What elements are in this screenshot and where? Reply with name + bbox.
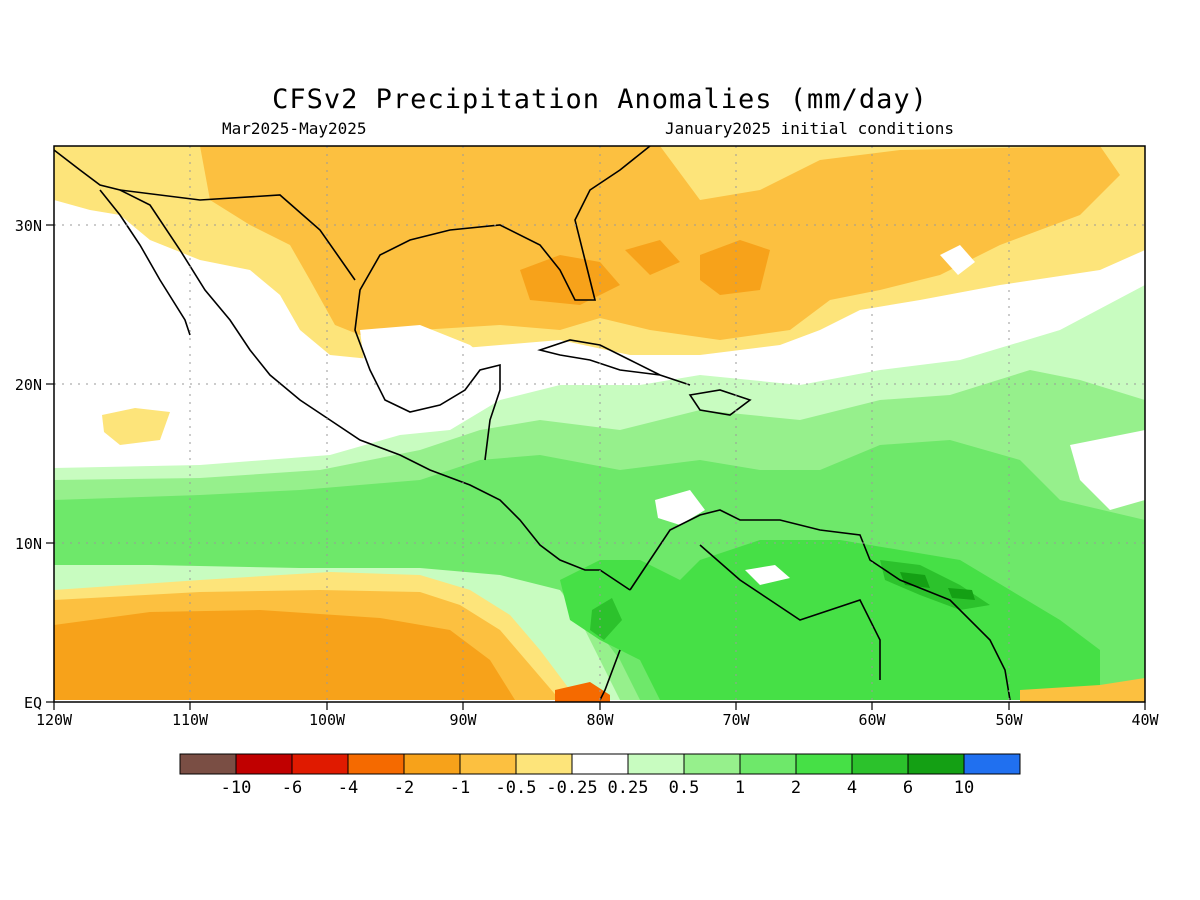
colorbar [179,753,1021,775]
colorbar-label: 0.25 [608,778,649,798]
graticule [54,146,1145,702]
lon-label: 90W [449,711,477,729]
wet-region-core [560,540,1100,700]
colorbar-label: 2 [791,778,801,798]
coastline-pacific-sa [599,649,621,701]
longitude-labels: 120W 110W 100W 90W 80W 70W 60W 50W 40W [36,711,1160,729]
colorbar-swatch [851,753,909,775]
latitude-labels: EQ 10N 20N 30N [15,217,42,712]
colorbar-swatch [907,753,965,775]
coastlines [54,146,1011,701]
venezuela-white-patch [745,565,790,585]
colorbar-swatch [235,753,293,775]
lon-label: 120W [36,711,73,729]
border-venezuela [699,544,881,680]
colorbar-swatch [347,753,405,775]
caribbean-white-patch [655,490,705,525]
map-title: CFSv2 Precipitation Anomalies (mm/day) [272,84,928,115]
colorbar-label: 1 [735,778,745,798]
colorbar-swatch [571,753,629,775]
border-us-mexico [119,189,356,281]
anomaly-field [54,146,1145,702]
colorbar-swatch [403,753,461,775]
lon-label: 40W [1131,711,1159,729]
lon-label: 110W [172,711,209,729]
colorbar-swatch [291,753,349,775]
colorbar-label: -1 [450,778,470,798]
colorbar-labels: -10 -6 -4 -2 -1 -0.5 -0.25 0.25 0.5 1 2 … [221,778,975,798]
lon-label: 70W [722,711,750,729]
wet-max-colombia [590,598,622,640]
colorbar-swatch [795,753,853,775]
atlantic-white-patch [940,245,975,275]
colorbar-label: 0.5 [669,778,700,798]
lat-label: EQ [24,694,42,712]
lon-label: 100W [309,711,346,729]
coastline-cuba [537,339,691,386]
colorbar-swatch [179,753,237,775]
dry-max-bahamas [625,240,680,275]
coastline-hispaniola [688,389,752,416]
dry-max-gulf [520,255,620,305]
coastline-gulf [354,146,651,461]
coastline-baja [99,189,191,336]
coastline-south-america [629,509,1011,701]
colorbar-swatch [739,753,797,775]
colorbar-swatch [627,753,685,775]
lon-label: 80W [586,711,614,729]
colorbar-swatch [683,753,741,775]
colorbar-label: -4 [338,778,358,798]
lat-label: 10N [15,535,42,553]
colorbar-label: -6 [282,778,302,798]
lon-label: 50W [995,711,1023,729]
axis-ticks [46,224,1146,710]
colorbar-swatch [515,753,573,775]
dry-max-peru-coast [555,682,610,702]
dry-band-pacific-core [54,610,515,700]
colorbar-label: -2 [394,778,414,798]
lat-label: 30N [15,217,42,235]
colorbar-label: 10 [954,778,974,798]
colorbar-label: 4 [847,778,857,798]
initial-conditions-label: January2025 initial conditions [665,119,954,138]
colorbar-label: -0.5 [496,778,537,798]
period-label: Mar2025-May2025 [222,119,367,138]
colorbar-label: -10 [221,778,252,798]
colorbar-swatch [459,753,517,775]
colorbar-label: -0.25 [546,778,597,798]
colorbar-label: 6 [903,778,913,798]
dry-max-atlantic [700,240,770,295]
lon-label: 60W [858,711,886,729]
atlantic-white-patch-east [1070,430,1145,510]
coastline-north-america [54,149,631,591]
wet-max-guiana-core [900,572,975,600]
atlantic-dry-corner [1020,678,1145,702]
pacific-dry-patch [102,408,170,445]
lat-label: 20N [15,376,42,394]
colorbar-swatch [963,753,1021,775]
